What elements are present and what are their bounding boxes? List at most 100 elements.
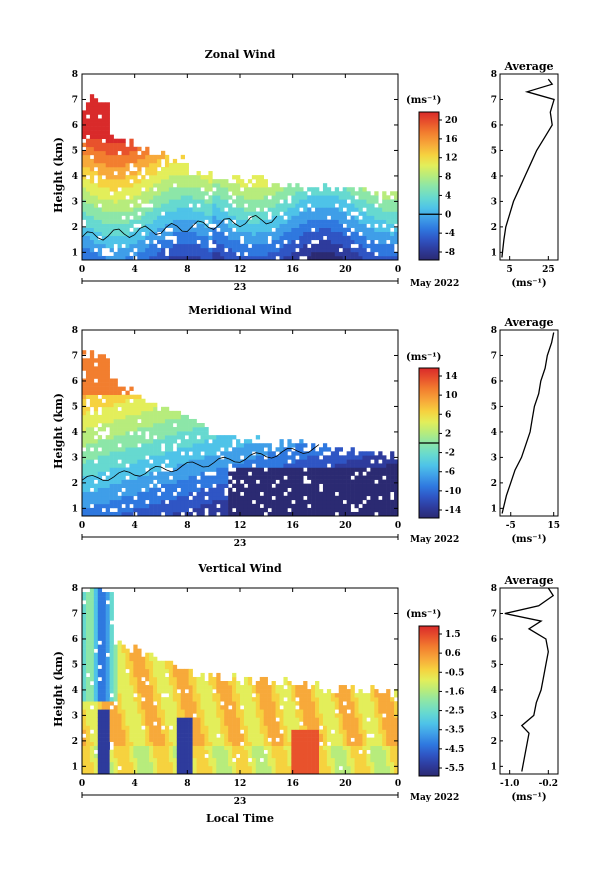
heatmap-cell bbox=[326, 247, 332, 253]
heatmap-cell bbox=[374, 215, 379, 220]
heatmap-cell bbox=[378, 455, 383, 460]
heatmap-cell bbox=[82, 406, 87, 412]
heatmap-cell bbox=[101, 110, 106, 115]
heatmap-cell bbox=[279, 227, 284, 232]
heatmap-cell bbox=[259, 235, 264, 241]
heatmap-cell bbox=[82, 150, 87, 156]
heatmap-cell bbox=[243, 499, 249, 505]
heatmap-cell bbox=[196, 749, 201, 755]
heatmap-cell bbox=[85, 507, 91, 513]
heatmap-cell bbox=[157, 689, 162, 694]
heatmap-cell bbox=[247, 203, 253, 208]
heatmap-cell bbox=[247, 753, 253, 759]
heatmap-cell bbox=[263, 685, 268, 690]
heatmap-cell bbox=[82, 443, 87, 448]
heatmap-cell bbox=[105, 167, 110, 172]
heatmap-cell bbox=[101, 503, 106, 509]
heatmap-cell bbox=[93, 745, 99, 751]
heatmap bbox=[82, 588, 399, 775]
heatmap-cell bbox=[291, 745, 296, 751]
heatmap-cell bbox=[374, 207, 379, 212]
heatmap-cell bbox=[354, 247, 359, 253]
heatmap-cell bbox=[180, 769, 185, 775]
heatmap-cell bbox=[232, 223, 237, 228]
heatmap-cell bbox=[283, 737, 288, 742]
heatmap-cell bbox=[196, 717, 201, 722]
heatmap-cell bbox=[200, 729, 205, 734]
heatmap-cell bbox=[145, 475, 150, 480]
heatmap-cell bbox=[172, 483, 178, 488]
heatmap-cell bbox=[82, 499, 87, 505]
heatmap-cell bbox=[342, 495, 347, 501]
heatmap-cell bbox=[196, 681, 201, 686]
heatmap-cell bbox=[109, 179, 114, 184]
heatmap-cell bbox=[295, 737, 300, 742]
heatmap-cell bbox=[200, 507, 205, 513]
heatmap-cell bbox=[263, 227, 268, 232]
heatmap-cell bbox=[85, 227, 91, 232]
heatmap-cell bbox=[105, 507, 110, 513]
heatmap-cell bbox=[338, 495, 343, 501]
heatmap-cell bbox=[358, 491, 363, 497]
heatmap-cell bbox=[224, 721, 229, 726]
heatmap-cell bbox=[263, 757, 268, 763]
heatmap-cell bbox=[141, 761, 146, 767]
heatmap-cell bbox=[89, 235, 95, 241]
heatmap-cell bbox=[105, 227, 110, 232]
heatmap-cell bbox=[382, 459, 387, 464]
heatmap-cell bbox=[97, 382, 103, 387]
heatmap-cell bbox=[390, 507, 395, 513]
heatmap-cell bbox=[232, 235, 237, 241]
heatmap-cell bbox=[101, 439, 106, 444]
heatmap-cell bbox=[322, 455, 328, 460]
heatmap-cell bbox=[157, 693, 162, 698]
heatmap-cell bbox=[121, 664, 126, 670]
heatmap-cell bbox=[129, 733, 134, 738]
heatmap-cell bbox=[188, 511, 193, 517]
heatmap-cell bbox=[382, 503, 387, 509]
heatmap-cell bbox=[279, 685, 284, 690]
heatmap-cell bbox=[117, 455, 122, 460]
heatmap-cell bbox=[236, 487, 241, 493]
heatmap-cell bbox=[113, 162, 118, 168]
heatmap-cell bbox=[295, 483, 300, 488]
date-day: 23 bbox=[234, 539, 247, 549]
heatmap-cell bbox=[97, 705, 103, 710]
heatmap-cell bbox=[105, 239, 110, 245]
heatmap-cell bbox=[125, 697, 130, 702]
heatmap-cell bbox=[180, 427, 185, 432]
heatmap-cell bbox=[141, 251, 146, 257]
heatmap-cell bbox=[180, 495, 185, 501]
heatmap-cell bbox=[208, 435, 213, 440]
heatmap-cell bbox=[287, 705, 292, 710]
heatmap-cell bbox=[204, 741, 209, 746]
heatmap-cell bbox=[101, 479, 106, 484]
heatmap-cell bbox=[93, 98, 99, 103]
heatmap-cell bbox=[303, 455, 308, 460]
heatmap-cell bbox=[109, 243, 114, 249]
heatmap-cell bbox=[220, 231, 225, 237]
heatmap-cell bbox=[322, 499, 328, 505]
heatmap-cell bbox=[180, 231, 185, 237]
heatmap-cell bbox=[196, 463, 201, 468]
heatmap-cell bbox=[212, 737, 217, 742]
heatmap-cell bbox=[192, 495, 197, 501]
heatmap-cell bbox=[208, 757, 213, 763]
heatmap-cell bbox=[164, 749, 170, 755]
heatmap-cell bbox=[137, 154, 142, 160]
heatmap-cell bbox=[141, 511, 146, 517]
heatmap-cell bbox=[263, 247, 268, 253]
heatmap-cell bbox=[184, 459, 189, 464]
heatmap-cell bbox=[82, 179, 87, 184]
heatmap-cell bbox=[212, 757, 217, 763]
heatmap-cell bbox=[184, 451, 189, 456]
heatmap-cell bbox=[390, 239, 395, 245]
heatmap-cell bbox=[109, 138, 114, 144]
heatmap-cell bbox=[145, 483, 150, 488]
heatmap-cell bbox=[204, 745, 209, 751]
heatmap-cell bbox=[113, 235, 118, 241]
heatmap-cell bbox=[307, 251, 312, 257]
heatmap-cell bbox=[232, 251, 237, 257]
heatmap-cell bbox=[93, 676, 99, 682]
heatmap-cell bbox=[295, 487, 300, 493]
